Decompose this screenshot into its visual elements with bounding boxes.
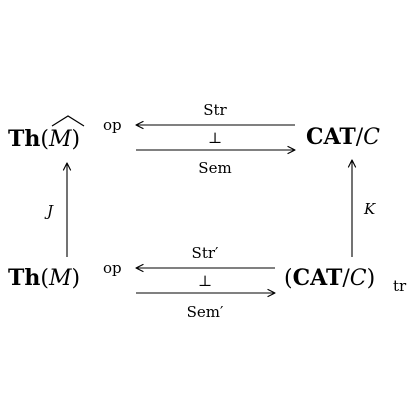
subscript-tr: tr	[393, 277, 407, 295]
adjoint-symbol-bottom: ⊥	[198, 272, 212, 290]
cat-symbol: CAT	[293, 265, 343, 291]
m-symbol: M	[48, 127, 72, 152]
label-k: K	[363, 200, 376, 218]
m-symbol: M	[48, 266, 72, 291]
slash: /	[356, 125, 364, 150]
superscript-op: op	[103, 259, 122, 277]
node-bottom-right: (CAT/C) tr	[284, 265, 407, 295]
open-paren: (	[284, 266, 293, 291]
close-paren: )	[72, 127, 81, 152]
th-symbol: Th	[8, 265, 40, 291]
cat-symbol: CAT	[306, 124, 356, 150]
node-bottom-left: Th(M) op	[8, 259, 122, 291]
label-sem-prime: Sem′	[187, 303, 224, 321]
slash: /	[342, 266, 350, 291]
adjoint-symbol-top: ⊥	[208, 129, 222, 147]
wide-hat-icon	[51, 115, 85, 127]
node-top-right: CAT/C	[306, 124, 380, 150]
label-j: J	[44, 202, 54, 220]
superscript-op: op	[103, 116, 122, 134]
node-top-left-text: Th(M)	[8, 126, 80, 152]
c-symbol: C	[363, 125, 380, 150]
c-symbol: C	[350, 266, 367, 291]
label-sem: Sem	[198, 159, 231, 177]
th-symbol: Th	[8, 126, 40, 152]
close-paren: )	[72, 266, 81, 291]
node-top-left: Th(M) op	[8, 115, 122, 152]
label-str: Str	[203, 101, 227, 119]
close-paren: )	[367, 266, 376, 291]
open-paren: (	[40, 266, 49, 291]
open-paren: (	[40, 127, 49, 152]
node-top-right-text: CAT/C	[306, 124, 380, 150]
node-bottom-left-text: Th(M)	[8, 265, 80, 291]
label-str-prime: Str′	[192, 244, 219, 262]
node-bottom-right-text: (CAT/C)	[284, 265, 375, 291]
